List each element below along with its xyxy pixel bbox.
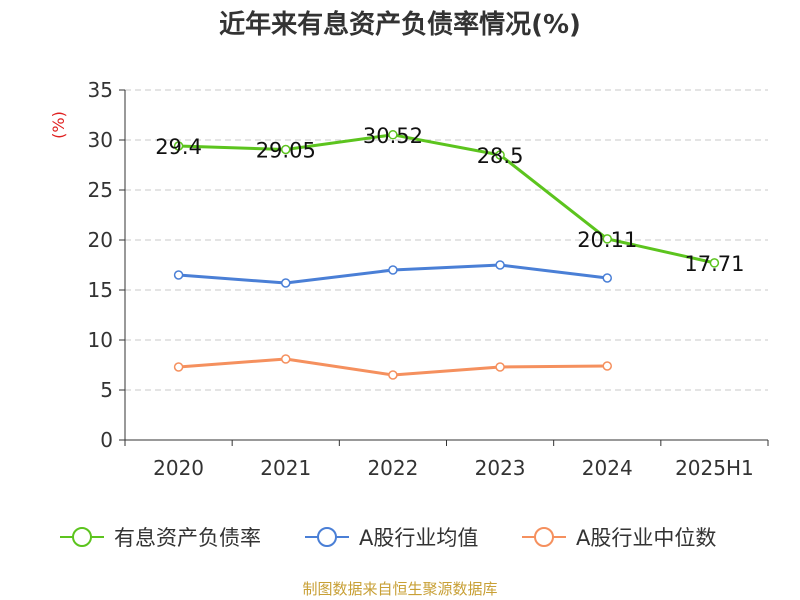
x-tick-label-2022: 2022 <box>367 456 418 480</box>
y-tick-label-10: 10 <box>88 328 113 352</box>
data-label-2024: 20.11 <box>577 228 637 252</box>
data-point-0-2020 <box>173 141 184 151</box>
y-tick-label-15: 15 <box>88 278 113 302</box>
tick-labels: 0 5 10 15 20 25 30 35 2020 2021 2022 2023 2024 2025H1 <box>88 78 754 480</box>
legend-label-1: A股行业均值 <box>359 526 478 550</box>
data-label-2021: 29.05 <box>256 139 316 163</box>
grid-lines <box>125 89 768 391</box>
legend-label-2: A股行业中位数 <box>576 526 716 550</box>
x-tick-label-2025H1: 2025H1 <box>675 456 754 480</box>
y-tick-label-20: 20 <box>88 228 113 252</box>
legend-marker-2 <box>534 527 554 547</box>
data-point-2-2023 <box>495 362 505 372</box>
legend-marker-0 <box>72 527 92 547</box>
data-point-2-2022 <box>388 370 398 380</box>
y-tick-label-30: 30 <box>88 128 113 152</box>
y-tick-label-0: 0 <box>100 428 113 452</box>
y-tick-label-5: 5 <box>100 378 113 402</box>
data-point-1-2020 <box>173 270 184 280</box>
legend-label-0: 有息资产负债率 <box>114 526 261 550</box>
data-point-0-2021 <box>281 144 291 155</box>
x-tick-label-2023: 2023 <box>475 456 526 480</box>
data-label-2025H1: 17.71 <box>684 252 744 276</box>
legend: 有息资产负债率 A股行业均值 A股行业中位数 <box>60 526 716 550</box>
legend-marker-1 <box>317 527 337 547</box>
data-point-2-2024 <box>602 361 612 371</box>
chart-title: 近年来有息资产负债率情况(%) <box>219 10 581 40</box>
data-point-2-2021 <box>281 354 291 364</box>
data-label-2023: 28.5 <box>477 144 524 168</box>
x-tick-label-2024: 2024 <box>582 456 633 480</box>
source-footer: 制图数据来自恒生聚源数据库 <box>302 580 498 598</box>
data-labels: 29.4 29.05 30.52 28.5 20.11 17.71 <box>155 124 744 276</box>
y-tick-label-25: 25 <box>88 178 113 202</box>
data-point-0-2022 <box>388 130 398 140</box>
data-point-0-2023 <box>495 150 505 160</box>
y-axis-label: (%) <box>49 111 68 139</box>
data-point-0-2024 <box>602 234 612 244</box>
series-line-0 <box>178 133 715 265</box>
data-label-2020: 29.4 <box>155 135 202 159</box>
data-point-1-2021 <box>281 278 291 288</box>
data-label-2022: 30.52 <box>363 124 423 148</box>
data-point-0-2025H1 <box>709 258 720 268</box>
data-point-1-2022 <box>388 265 398 275</box>
data-point-2-2020 <box>173 362 184 372</box>
x-tick-label-2020: 2020 <box>153 456 204 480</box>
y-tick-label-35: 35 <box>88 78 113 102</box>
series-group <box>173 130 720 380</box>
x-tick-label-2021: 2021 <box>260 456 311 480</box>
data-point-1-2024 <box>602 273 612 283</box>
data-point-1-2023 <box>495 260 505 270</box>
axes <box>119 89 769 446</box>
